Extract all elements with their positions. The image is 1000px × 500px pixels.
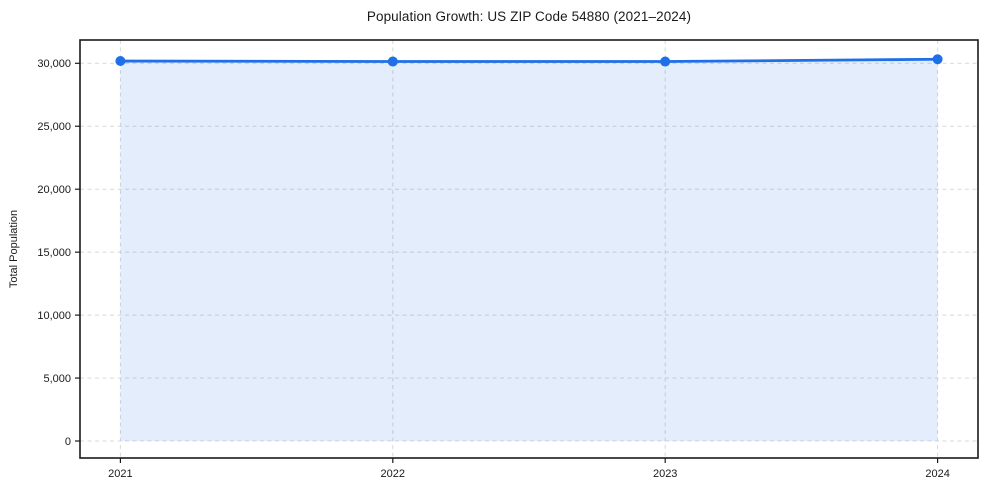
y-axis-label: Total Population	[8, 210, 20, 288]
tick-layer: 0 5,000 10,000 15,000 20,000 25,000 30,000 2021…	[37, 58, 949, 480]
x-tick-label: 2023	[653, 468, 677, 480]
area-layer	[120, 59, 938, 442]
data-point-marker	[932, 54, 943, 65]
line-layer	[119, 57, 939, 63]
x-tick-label: 2022	[381, 468, 405, 480]
x-tick-label: 2024	[925, 468, 949, 480]
chart-title: Population Growth: US ZIP Code 54880 (20…	[366, 9, 692, 24]
data-point-marker	[387, 56, 398, 67]
x-tick-label: 2021	[108, 468, 132, 480]
data-point-marker	[115, 56, 126, 67]
marker-layer	[115, 54, 943, 67]
y-tick-label: 20,000	[37, 184, 71, 196]
data-point-marker	[660, 56, 671, 67]
y-tick-label: 5,000	[43, 373, 71, 385]
y-tick-label: 30,000	[37, 58, 71, 70]
area-fill	[120, 59, 938, 442]
grid-layer	[80, 40, 978, 458]
series-line	[119, 57, 939, 63]
axes-layer	[79, 39, 979, 459]
y-tick-label: 25,000	[37, 121, 71, 133]
y-tick-label: 15,000	[37, 247, 71, 259]
y-tick-label: 0	[65, 436, 71, 448]
plot-border	[79, 39, 979, 459]
y-tick-label: 10,000	[37, 310, 71, 322]
